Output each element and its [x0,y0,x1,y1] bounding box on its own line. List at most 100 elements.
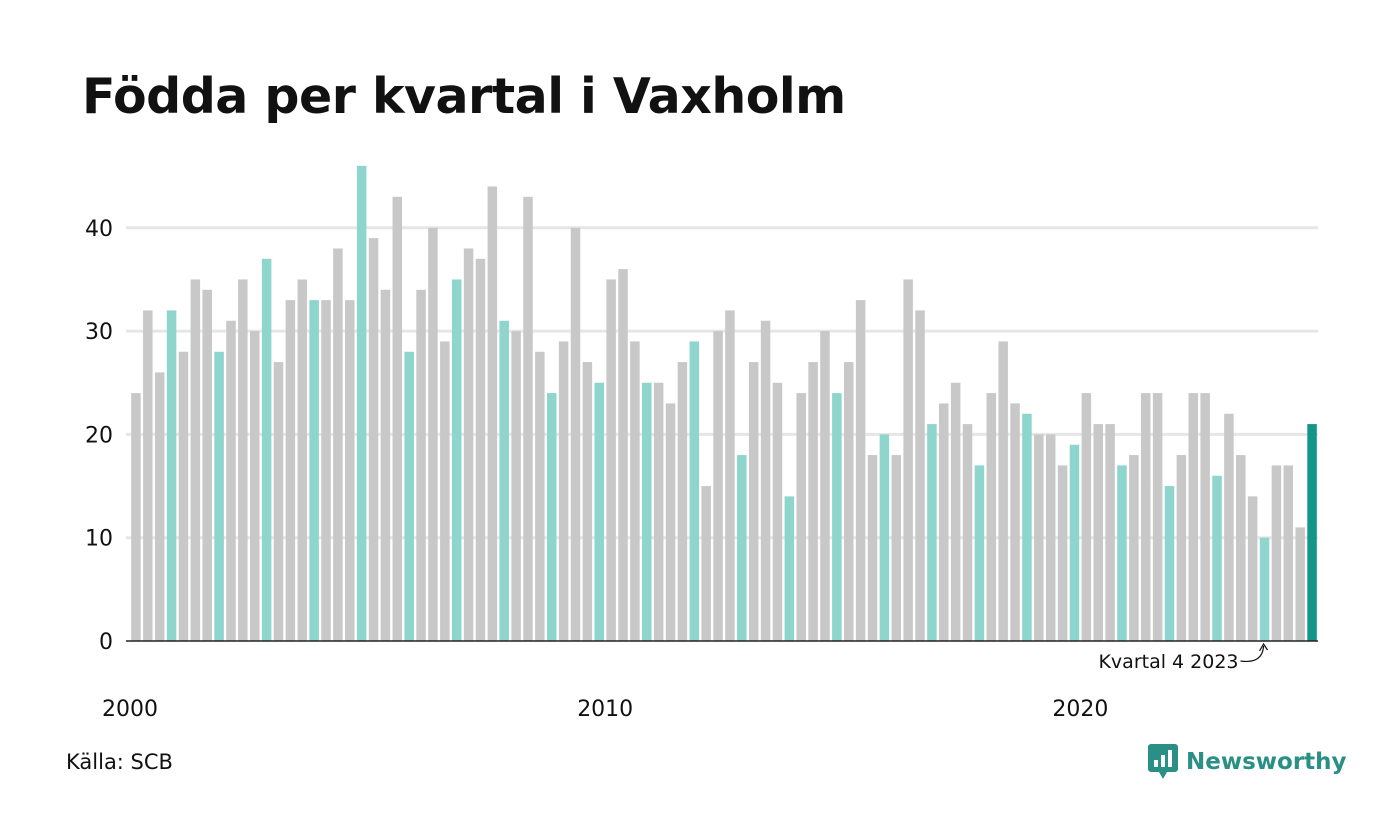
bar [345,300,355,641]
bar [166,310,177,641]
bar [582,362,593,641]
annotation-arrow [1240,645,1265,663]
bar [356,165,367,641]
bar [1188,393,1199,641]
bar [558,341,569,641]
bar [190,279,201,641]
bar [273,362,284,641]
bar [1081,393,1092,641]
bar [309,300,319,641]
bar [1045,434,1056,641]
bar [891,455,902,641]
bar [416,289,426,641]
y-tick-label: 30 [85,320,113,345]
bar [594,382,605,641]
bar [642,382,652,641]
bar [748,362,759,641]
bar [1117,465,1127,641]
source-note: Källa: SCB [66,750,173,774]
bar [903,279,913,641]
bar [499,320,509,641]
bar [428,227,438,642]
chart-bubble-icon [1148,744,1178,779]
x-tick-label: 2010 [577,697,633,722]
bar [653,382,664,641]
bar [451,279,462,641]
bar [1140,393,1151,641]
bar [1271,465,1282,641]
bar [784,496,795,641]
bar [392,196,403,641]
bar [1057,465,1068,641]
bar [1129,455,1139,641]
bar [511,331,521,641]
bar [154,372,165,641]
bar [1236,455,1246,641]
bar [249,331,260,641]
y-tick-label: 0 [99,630,113,655]
annotation-label: Kvartal 4 2023 [1098,651,1238,673]
bar [535,351,545,641]
bar [214,351,224,641]
bar [939,403,949,641]
newsworthy-logo: Newsworthy [1148,744,1347,780]
bar [772,382,783,641]
y-tick-label: 10 [85,527,113,552]
bar [796,393,806,641]
x-tick-label: 2000 [102,697,158,722]
annotation-arrowhead [1259,642,1269,652]
bar [368,238,379,641]
bar [1034,434,1044,641]
bar [701,486,711,641]
bar [832,393,842,641]
bar [570,227,581,642]
bar [737,455,747,641]
bar [226,320,236,641]
bar [1247,496,1258,641]
bar [867,455,878,641]
bar [855,300,866,641]
y-tick-label: 40 [85,217,113,242]
bar [202,289,212,641]
bar [1283,465,1294,641]
bar [523,196,533,641]
bar [1069,444,1080,641]
bar [1152,393,1163,641]
bar [131,393,141,641]
bar [962,424,973,641]
bar [546,393,557,641]
bar [1295,527,1305,641]
bar [665,403,676,641]
bar [238,279,248,641]
bar [143,310,153,641]
bar [380,289,391,641]
bar [1259,537,1270,641]
bar [1022,413,1032,641]
bar [725,310,735,641]
bar [321,300,331,641]
bar [1224,413,1234,641]
bar [915,310,925,641]
bar [630,341,640,641]
brand-name: Newsworthy [1186,749,1347,775]
bar [404,351,414,641]
bar [843,362,854,641]
bar [440,341,450,641]
bar [606,279,616,641]
bar [808,362,818,641]
bar [1176,455,1187,641]
bar [974,465,985,641]
bar [1010,403,1020,641]
bar [879,434,890,641]
bar [998,341,1008,641]
bar [618,269,628,641]
bar [475,258,486,641]
bar [333,248,343,641]
y-tick-label: 20 [85,423,113,448]
bar [986,393,997,641]
bar [1307,424,1317,641]
bar [1212,475,1222,641]
bar [1093,424,1103,641]
bar [1164,486,1175,641]
bar [689,341,700,641]
